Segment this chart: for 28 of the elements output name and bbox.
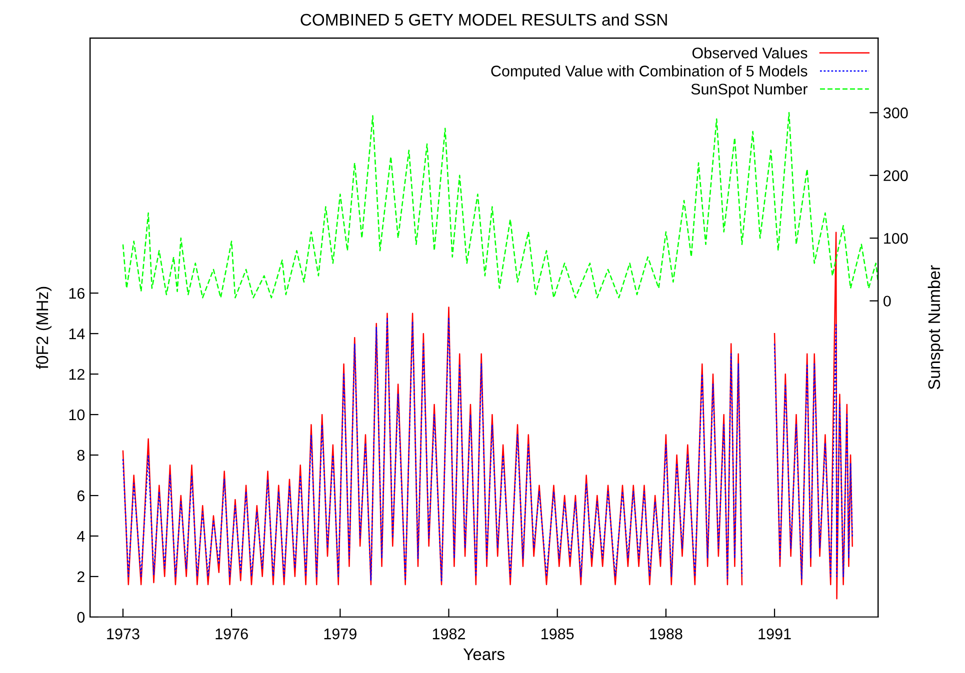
y-tick-label: 12 xyxy=(69,368,84,380)
x-tick-label: 1988 xyxy=(650,628,682,640)
legend-label: Computed Value with Combination of 5 Models xyxy=(491,65,808,80)
y-tick-label: 16 xyxy=(69,288,85,299)
y2-tick-label: 0 xyxy=(884,296,891,307)
y-tick-label: 6 xyxy=(77,490,85,502)
y-tick-label: 8 xyxy=(77,450,85,461)
y-tick-label: 10 xyxy=(69,409,85,420)
x-tick-label: 1973 xyxy=(107,628,140,640)
y-tick-label: 14 xyxy=(69,328,85,340)
y2-tick-label: 200 xyxy=(884,170,908,182)
y-tick-label: 0 xyxy=(77,612,85,623)
y2-axis-title: Sunspot Number xyxy=(928,265,944,390)
x-tick-label: 1991 xyxy=(758,628,791,640)
x-tick-label: 1982 xyxy=(432,628,465,640)
x-tick-label: 1985 xyxy=(542,628,574,640)
y2-tick-label: 300 xyxy=(883,108,908,118)
chart-title: COMBINED 5 GETY MODEL RESULTS and SSN xyxy=(300,13,667,26)
y2-tick-label: 100 xyxy=(884,232,908,244)
y-tick-label: 2 xyxy=(77,571,84,582)
line-series xyxy=(122,112,878,298)
legend-label: Observed Values xyxy=(692,47,808,58)
y-tick-label: 4 xyxy=(77,531,85,542)
y-axis-title: f0F2 (MHz) xyxy=(36,286,52,369)
x-tick-label: 1979 xyxy=(324,628,356,640)
legend-label: SunSpot Number xyxy=(691,83,808,98)
x-axis-title: Years xyxy=(463,648,504,660)
x-tick-label: 1976 xyxy=(216,628,248,640)
